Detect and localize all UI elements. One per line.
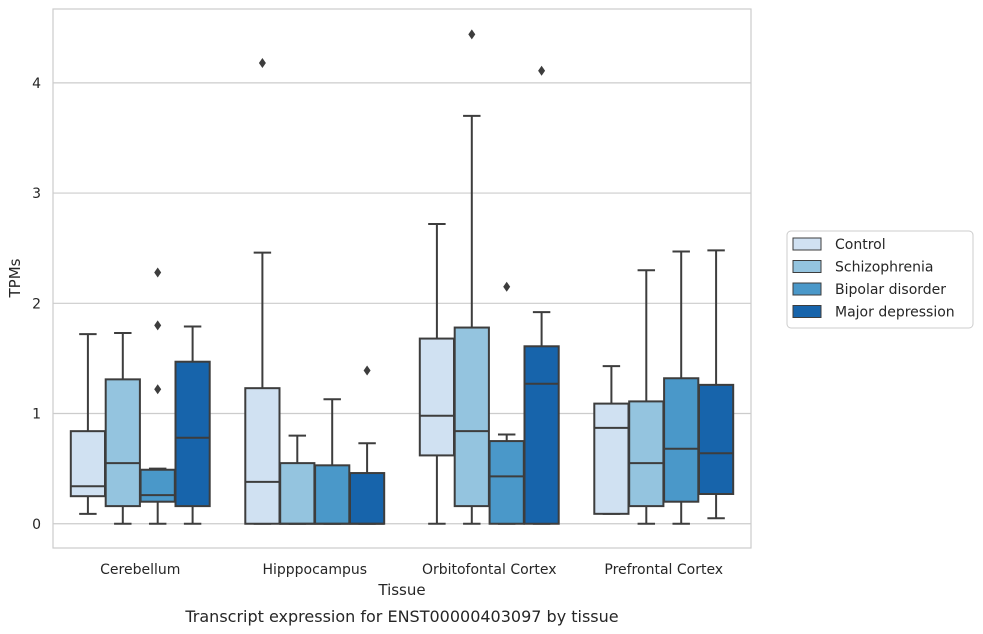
box-major-depression — [697, 249, 735, 520]
x-tick-label: Orbitofontal Cortex — [422, 562, 557, 578]
outlier-marker — [503, 281, 511, 292]
chart-caption: Transcript expression for ENST0000040309… — [184, 607, 618, 626]
outlier-marker — [154, 267, 162, 278]
box-control — [418, 222, 456, 525]
box-bipolar-disorder — [314, 398, 351, 525]
x-tick-labels: Cerebellum Hipppocampus Orbitofontal Corte… — [100, 562, 723, 578]
x-tick-label: Hipppocampus — [262, 562, 367, 578]
y-tick-label: 3 — [32, 186, 41, 202]
x-tick-label: Cerebellum — [100, 562, 180, 578]
outlier-marker — [363, 365, 371, 376]
plot-frame — [52, 8, 752, 549]
box-bipolar-disorder — [139, 267, 176, 525]
box-body — [453, 326, 490, 508]
box-body — [697, 383, 735, 495]
box-body — [593, 402, 630, 515]
box-schizophrenia — [628, 269, 665, 525]
legend-label: Major depression — [835, 305, 955, 321]
box-body — [244, 387, 281, 525]
box-groups — [69, 29, 735, 525]
y-tick-labels: 0 1 2 3 4 — [32, 76, 41, 533]
box-schizophrenia — [279, 434, 316, 525]
outlier-marker — [154, 384, 162, 395]
legend: Control Schizophrenia Bipolar disorder Majo… — [786, 230, 974, 329]
legend-label: Bipolar disorder — [835, 282, 946, 298]
box-body — [663, 377, 700, 503]
box-major-depression — [523, 65, 560, 525]
legend-label: Schizophrenia — [835, 260, 933, 276]
outlier-marker — [538, 65, 546, 76]
box-body — [314, 464, 351, 525]
box-body — [628, 400, 665, 508]
y-axis-label: TPMs — [6, 258, 24, 298]
outlier-marker — [468, 29, 476, 40]
box-body — [488, 440, 525, 525]
box-bipolar-disorder — [488, 281, 525, 525]
outlier-marker — [258, 58, 266, 69]
box-body — [523, 345, 560, 525]
y-tick-label: 4 — [32, 76, 41, 92]
x-tick-label: Prefrontal Cortex — [604, 562, 723, 578]
box-body — [139, 468, 176, 503]
box-control — [69, 333, 107, 515]
box-body — [348, 472, 386, 525]
box-control — [244, 58, 281, 525]
grid-lines — [53, 82, 751, 525]
legend-swatch — [792, 282, 822, 296]
legend-label: Control — [835, 237, 886, 253]
legend-swatch — [792, 237, 822, 251]
legend-frame — [786, 230, 974, 329]
legend-swatch — [792, 260, 822, 273]
y-tick-label: 1 — [32, 407, 41, 423]
y-tick-label: 0 — [32, 517, 41, 533]
outlier-marker — [154, 320, 162, 331]
box-schizophrenia — [104, 332, 141, 525]
box-body — [104, 378, 141, 508]
legend-swatch — [792, 305, 822, 318]
box-schizophrenia — [453, 29, 490, 525]
box-major-depression — [348, 365, 386, 525]
box-body — [174, 360, 211, 508]
y-tick-label: 2 — [32, 296, 41, 312]
box-body — [418, 337, 456, 457]
box-major-depression — [174, 325, 211, 525]
x-axis-label: Tissue — [377, 581, 425, 599]
box-body — [279, 462, 316, 525]
